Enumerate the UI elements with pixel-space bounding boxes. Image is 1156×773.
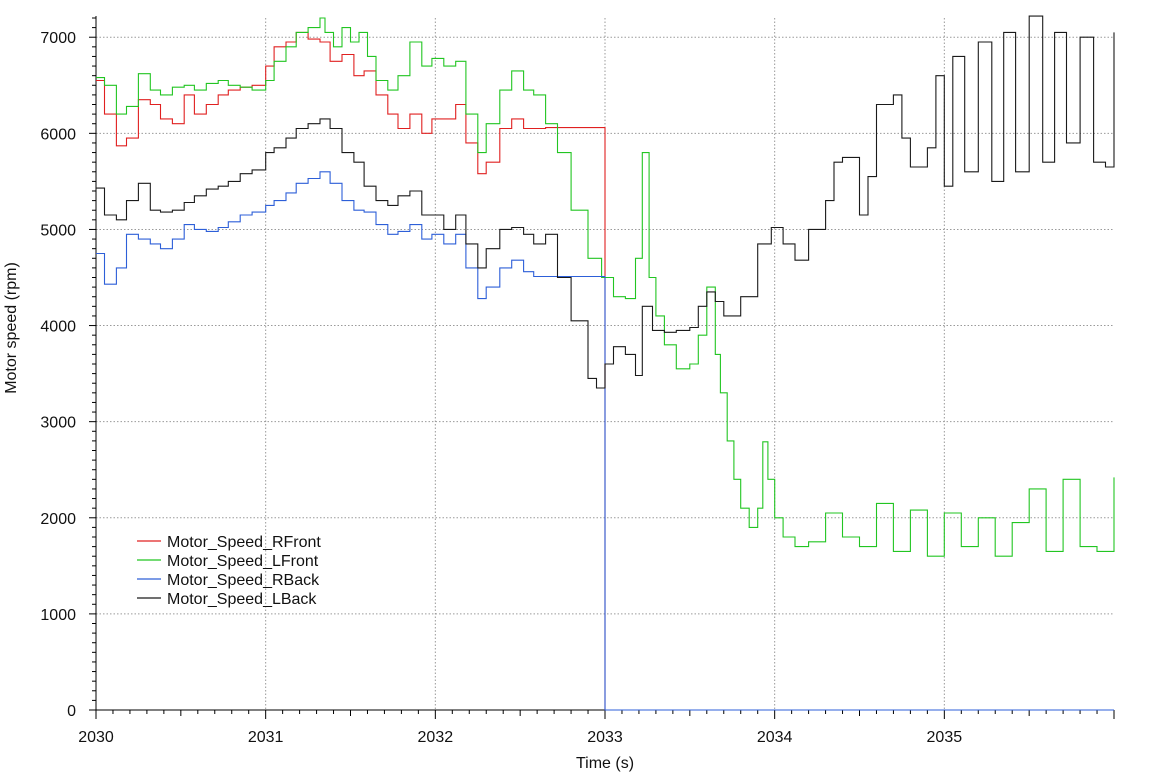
y-tick-label: 4000: [40, 319, 76, 336]
series-layer: [96, 15, 1115, 711]
x-tick-label: 2031: [248, 729, 284, 746]
y-tick-label: 0: [67, 703, 76, 720]
legend-label: Motor_Speed_RFront: [167, 534, 321, 551]
y-tick-label: 7000: [40, 30, 76, 47]
x-tick-label: 2033: [587, 729, 623, 746]
x-axis-title: Time (s): [576, 755, 634, 772]
legend-label: Motor_Speed_RBack: [167, 572, 320, 589]
x-tick-label: 2030: [78, 729, 114, 746]
legend-label: Motor_Speed_LFront: [167, 553, 319, 570]
legend-label: Motor_Speed_LBack: [167, 591, 317, 608]
x-tick-label: 2034: [757, 729, 793, 746]
series-line-motor-speed-rback: [96, 171, 1114, 711]
y-tick-label: 5000: [40, 222, 76, 239]
y-tick-label: 6000: [40, 126, 76, 143]
y-tick-label: 3000: [40, 415, 76, 432]
series-line-motor-speed-lback: [96, 15, 1115, 389]
series-line-motor-speed-lfront: [96, 17, 1115, 557]
x-tick-label: 2032: [418, 729, 454, 746]
y-tick-label: 1000: [40, 607, 76, 624]
y-tick-label: 2000: [40, 511, 76, 528]
legend: Motor_Speed_RFront Motor_Speed_LFront Moto…: [137, 534, 321, 608]
axes-layer: 0 1000 2000 3000 4000 5000 6000 7000 2030 2031 203…: [40, 16, 1115, 746]
series-line-motor-speed-rfront: [96, 31, 1114, 711]
x-tick-label: 2035: [927, 729, 963, 746]
y-axis-title: Motor speed (rpm): [3, 262, 20, 394]
